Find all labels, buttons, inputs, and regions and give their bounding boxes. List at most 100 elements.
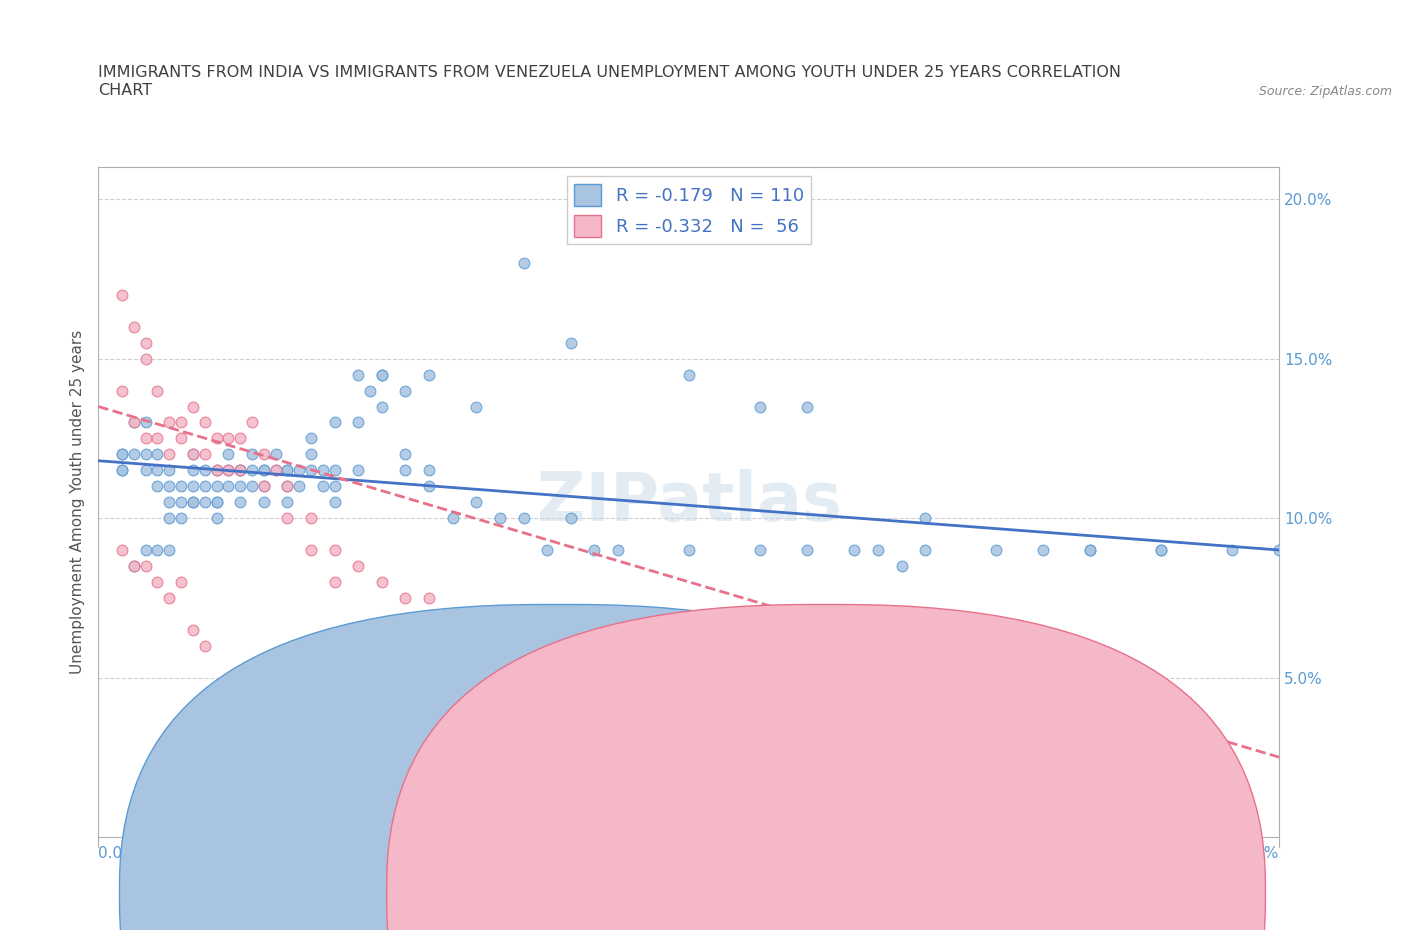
Point [1150, 542, 1173, 557]
Point [146, 575, 169, 590]
Point [194, 463, 217, 478]
Point [465, 399, 488, 414]
Point [984, 542, 1007, 557]
Point [418, 591, 440, 605]
Point [229, 463, 252, 478]
Point [157, 591, 180, 605]
Point [347, 367, 370, 382]
Point [560, 638, 582, 653]
Point [1220, 542, 1243, 557]
Point [1150, 542, 1173, 557]
Point [157, 415, 180, 430]
Point [323, 575, 346, 590]
Point [607, 542, 630, 557]
Point [299, 511, 322, 525]
Point [111, 287, 134, 302]
Point [122, 415, 145, 430]
Point [890, 559, 912, 574]
Point [135, 765, 157, 780]
Point [276, 463, 298, 478]
Point [394, 463, 416, 478]
Point [371, 367, 394, 382]
Point [371, 399, 394, 414]
Point [299, 431, 322, 445]
Point [217, 463, 239, 478]
Point [146, 463, 169, 478]
Point [217, 479, 239, 494]
Point [181, 495, 204, 510]
Point [157, 511, 180, 525]
Point [229, 463, 252, 478]
Point [146, 542, 169, 557]
Point [1032, 718, 1054, 733]
Point [229, 431, 252, 445]
Point [217, 447, 239, 462]
Point [205, 511, 228, 525]
Text: IMMIGRANTS FROM INDIA VS IMMIGRANTS FROM VENEZUELA UNEMPLOYMENT AMONG YOUTH UNDE: IMMIGRANTS FROM INDIA VS IMMIGRANTS FROM… [98, 65, 1122, 98]
Point [122, 447, 145, 462]
Point [111, 383, 134, 398]
Point [276, 495, 298, 510]
Point [323, 415, 346, 430]
Point [844, 542, 866, 557]
Point [111, 447, 134, 462]
Point [264, 463, 287, 478]
Point [229, 463, 252, 478]
Point [135, 431, 157, 445]
Point [560, 336, 582, 351]
Point [748, 671, 770, 685]
Point [111, 463, 134, 478]
Point [240, 447, 263, 462]
Point [796, 542, 818, 557]
Point [418, 479, 440, 494]
Point [465, 622, 488, 637]
Point [560, 511, 582, 525]
Point [1268, 542, 1291, 557]
Point [347, 415, 370, 430]
Point [122, 559, 145, 574]
Point [217, 431, 239, 445]
Point [914, 702, 936, 717]
Point [170, 479, 193, 494]
Point [371, 367, 394, 382]
Legend: R = -0.179   N = 110, R = -0.332   N =  56: R = -0.179 N = 110, R = -0.332 N = 56 [567, 177, 811, 244]
Text: Source: ZipAtlas.com: Source: ZipAtlas.com [1258, 85, 1392, 98]
Point [146, 447, 169, 462]
Point [111, 447, 134, 462]
Point [914, 511, 936, 525]
Point [276, 463, 298, 478]
Point [135, 415, 157, 430]
Point [299, 463, 322, 478]
Point [796, 399, 818, 414]
Point [678, 542, 700, 557]
Point [170, 431, 193, 445]
Point [229, 479, 252, 494]
Point [441, 606, 464, 621]
Point [205, 431, 228, 445]
Point [323, 495, 346, 510]
Point [135, 352, 157, 366]
Point [1150, 734, 1173, 749]
Point [359, 383, 381, 398]
Point [181, 447, 204, 462]
Point [170, 575, 193, 590]
Point [194, 415, 217, 430]
Point [299, 542, 322, 557]
Text: ZIPatlas: ZIPatlas [537, 470, 841, 535]
Point [441, 511, 464, 525]
Point [181, 463, 204, 478]
Point [371, 575, 394, 590]
Point [394, 591, 416, 605]
Point [418, 367, 440, 382]
Point [253, 447, 276, 462]
Point [146, 431, 169, 445]
Point [1080, 542, 1102, 557]
Point [229, 495, 252, 510]
Point [205, 495, 228, 510]
Point [135, 542, 157, 557]
Point [312, 479, 335, 494]
Point [253, 479, 276, 494]
Point [299, 447, 322, 462]
Point [1080, 542, 1102, 557]
Point [194, 479, 217, 494]
